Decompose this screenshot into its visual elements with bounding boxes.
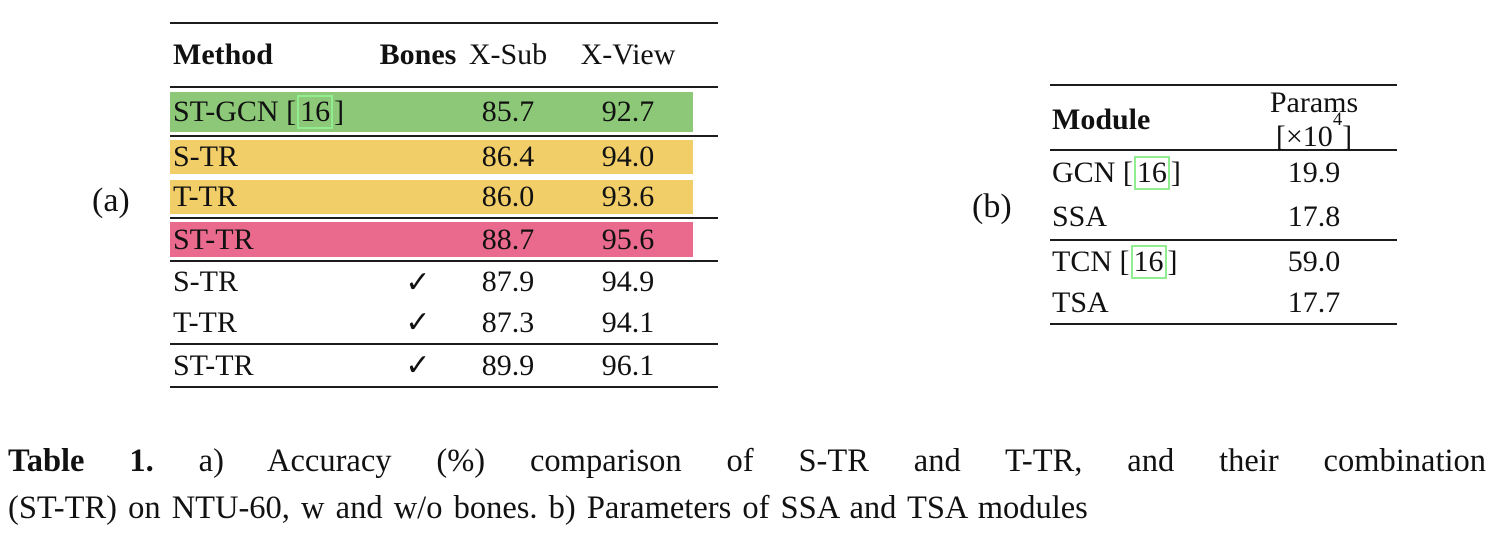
table-a-header-bones: Bones <box>379 38 457 71</box>
table-row: SSA 17.8 <box>1050 195 1397 239</box>
xsub-cell: 86.4 <box>481 140 535 173</box>
xview-cell: 94.1 <box>601 305 655 339</box>
table-row: S-TR ✓ 87.9 94.9 <box>170 262 718 302</box>
module-cell: GCN [16] <box>1052 156 1239 190</box>
table-row: T-TR 86.0 93.6 <box>170 177 718 217</box>
table-row: ST-GCN [16] 85.7 92.7 <box>170 88 718 135</box>
citation-16[interactable]: [16] <box>1122 156 1181 190</box>
table-row: TCN [16] 59.0 <box>1050 241 1397 282</box>
params-text: Params [×10 <box>1269 86 1359 153</box>
xview-cell: 94.9 <box>601 265 655 298</box>
bracket-close: ] <box>1167 244 1178 278</box>
table-a-header-rule <box>170 86 718 88</box>
table-a-mid-rule <box>170 135 718 137</box>
method-label: ST-GCN <box>173 94 279 128</box>
citation-box: 16 <box>1133 156 1170 190</box>
xview-cell: 96.1 <box>601 348 655 382</box>
params-exponent: 4 <box>1332 108 1343 130</box>
method-cell: ST-TR <box>173 348 254 382</box>
caption-table-number: Table 1. <box>8 443 154 479</box>
method-cell: ST-GCN [16] <box>170 94 378 129</box>
table-a-top-rule <box>170 22 718 24</box>
params-cell: 59.0 <box>1287 244 1341 278</box>
table-b-header-row: Module Params [×104] <box>1050 86 1397 153</box>
module-label: TCN <box>1052 244 1112 278</box>
table-row: T-TR ✓ 87.3 94.1 <box>170 302 718 343</box>
xview-cell: 92.7 <box>601 94 655 128</box>
table-b-header-rule <box>1050 149 1397 151</box>
xsub-cell: 87.9 <box>481 265 535 298</box>
module-label: GCN <box>1052 156 1116 189</box>
table-b-mid-rule <box>1050 239 1397 241</box>
table-b-header-params: Params [×104] <box>1239 86 1389 154</box>
table-b-top-rule <box>1050 84 1397 86</box>
table-row: GCN [16] 19.9 <box>1050 151 1397 195</box>
xsub-cell: 86.0 <box>481 180 535 213</box>
caption-text-1: a) Accuracy (%) comparison of S-TR and T… <box>198 443 1486 479</box>
bracket-close: ] <box>334 94 345 128</box>
table-a: Method Bones X-Sub X-View ST-GCN [16] 85… <box>170 22 718 388</box>
table-a-mid-rule <box>170 217 718 219</box>
citation-box: 16 <box>297 94 334 129</box>
params-cell: 19.9 <box>1287 156 1341 189</box>
params-suffix: ] <box>1342 120 1353 153</box>
module-cell: TCN [16] <box>1052 244 1239 279</box>
method-cell: T-TR <box>173 305 237 339</box>
table-b-header-module: Module <box>1052 103 1151 136</box>
checkmark-icon: ✓ <box>405 265 431 299</box>
table-a-mid-rule <box>170 343 718 345</box>
method-cell: ST-TR <box>173 222 254 256</box>
checkmark-icon: ✓ <box>405 306 431 339</box>
checkmark-icon: ✓ <box>405 349 431 382</box>
method-cell: S-TR <box>173 140 239 173</box>
method-cell: S-TR <box>173 265 239 298</box>
xsub-cell: 87.3 <box>481 305 535 339</box>
xsub-cell: 85.7 <box>481 94 535 128</box>
table-a-header-xsub: X-Sub <box>468 38 548 71</box>
caption-line-2: (ST-TR) on NTU-60, w and w/o bones. b) P… <box>8 485 1486 532</box>
panel-a-label: (a) <box>92 182 130 219</box>
bracket-close: ] <box>1170 156 1181 189</box>
bracket-open: [ <box>1119 244 1130 278</box>
caption-text-2: (ST-TR) on NTU-60, w and w/o bones. b) P… <box>8 490 1088 526</box>
xview-cell: 93.6 <box>601 180 655 213</box>
table-row: ST-TR ✓ 89.9 96.1 <box>170 345 718 386</box>
xsub-cell: 88.7 <box>481 222 535 256</box>
bracket-open: [ <box>1122 156 1133 189</box>
xsub-cell: 89.9 <box>481 348 535 382</box>
table-a-header-method: Method <box>173 38 273 71</box>
table-a-header-xview: X-View <box>580 38 676 71</box>
table-a-bottom-rule <box>170 386 718 388</box>
method-cell: T-TR <box>173 180 237 213</box>
params-cell: 17.8 <box>1287 200 1341 233</box>
table-row: TSA 17.7 <box>1050 282 1397 323</box>
table-a-mid-rule <box>170 260 718 262</box>
caption-line-1: Table 1. a) Accuracy (%) comparison of S… <box>8 438 1486 485</box>
table-a-header-row: Method Bones X-Sub X-View <box>170 24 718 86</box>
xview-cell: 94.0 <box>601 140 655 173</box>
table-b: Module Params [×104] GCN [16] 19.9 SSA 1… <box>1050 84 1397 325</box>
panel-b-label: (b) <box>972 188 1012 225</box>
params-cell: 17.7 <box>1287 285 1341 319</box>
xview-cell: 95.6 <box>601 222 655 256</box>
citation-16[interactable]: [16] <box>286 94 345 129</box>
table-row: S-TR 86.4 94.0 <box>170 137 718 177</box>
figure-caption: Table 1. a) Accuracy (%) comparison of S… <box>8 438 1486 532</box>
table-b-bottom-rule <box>1050 323 1397 325</box>
citation-16[interactable]: [16] <box>1119 244 1178 279</box>
citation-box: 16 <box>1130 244 1167 279</box>
module-cell: TSA <box>1052 285 1109 319</box>
table-row: ST-TR 88.7 95.6 <box>170 219 718 260</box>
module-cell: SSA <box>1052 200 1108 233</box>
bracket-open: [ <box>286 94 297 128</box>
